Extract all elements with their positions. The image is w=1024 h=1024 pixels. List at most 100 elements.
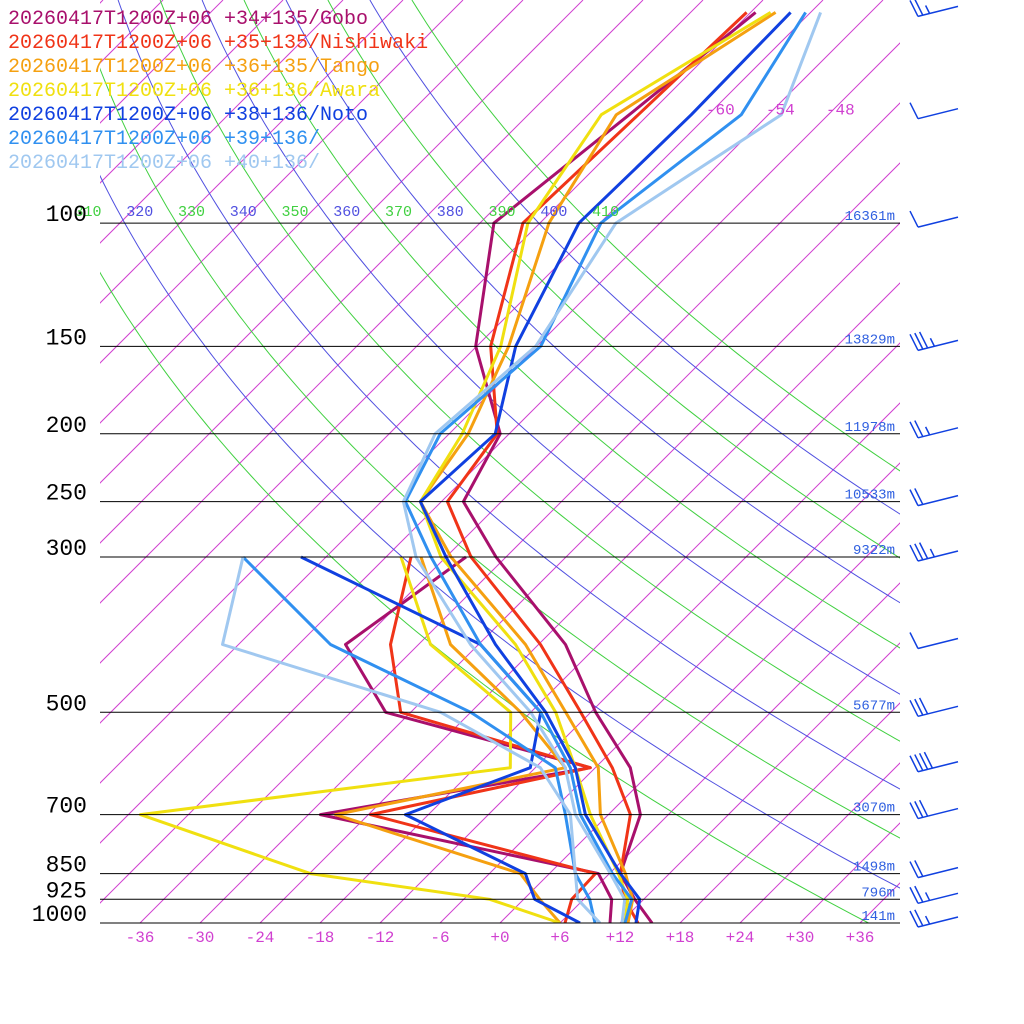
wind-barb xyxy=(909,542,959,562)
isotherm xyxy=(379,402,900,923)
isentrope xyxy=(243,0,900,649)
barb-full xyxy=(909,102,919,120)
temperature-line xyxy=(401,11,823,923)
y-tick-label: 300 xyxy=(46,536,87,562)
x-tick-label: -24 xyxy=(246,929,275,947)
barb-full xyxy=(909,699,919,717)
isentrope xyxy=(327,0,900,559)
isentrope-label: 340 xyxy=(230,204,257,221)
isotherm-label: -54 xyxy=(766,102,795,120)
barb-half xyxy=(924,915,931,925)
isentrope-label: 390 xyxy=(489,204,516,221)
dewpoint-line xyxy=(221,556,602,923)
barb-staff xyxy=(917,761,959,773)
isentrope-label: 320 xyxy=(126,204,153,221)
x-tick-label: -30 xyxy=(186,929,215,947)
wind-barb xyxy=(909,799,959,820)
height-label: 5677m xyxy=(853,698,895,714)
barb-staff xyxy=(917,427,959,439)
barb-staff xyxy=(917,107,959,120)
barb-staff xyxy=(917,892,959,905)
barb-staff xyxy=(917,807,959,820)
legend-entry: 20260417T1200Z+06 +38+136/Noto xyxy=(8,104,368,127)
barb-full xyxy=(918,752,929,770)
legend-entry: 20260417T1200Z+06 +36+135/Tango xyxy=(8,56,380,79)
y-tick-label: 925 xyxy=(46,878,87,904)
x-tick-label: +6 xyxy=(550,929,569,947)
barb-full xyxy=(914,909,924,927)
barb-half xyxy=(924,892,931,901)
x-tick-label: +24 xyxy=(726,929,755,947)
barb-full xyxy=(914,801,924,818)
y-tick-label: 500 xyxy=(46,691,87,717)
x-tick-label: +36 xyxy=(846,929,875,947)
isotherm xyxy=(619,642,900,923)
barb-full xyxy=(914,332,924,350)
height-label: 16361m xyxy=(845,209,895,225)
height-label: 3070m xyxy=(853,801,895,817)
isentrope xyxy=(285,0,900,604)
dewpoint-line xyxy=(368,556,597,923)
barb-full xyxy=(918,331,929,349)
isotherm xyxy=(100,0,284,184)
wind-barb xyxy=(909,102,959,120)
isotherm xyxy=(100,0,344,244)
y-tick-label: 850 xyxy=(46,853,87,879)
barb-staff xyxy=(917,916,959,928)
isotherm xyxy=(559,582,900,923)
barb-half xyxy=(929,337,936,347)
barb-full xyxy=(914,543,924,561)
legend-entry: 20260417T1200Z+06 +40+136/ xyxy=(8,152,320,175)
barb-full xyxy=(909,334,919,351)
isotherm-label: -48 xyxy=(826,102,855,120)
isotherm xyxy=(100,0,404,304)
barb-full xyxy=(909,489,919,506)
barb-staff xyxy=(917,494,959,507)
isotherm xyxy=(100,0,824,724)
barb-full xyxy=(914,488,924,505)
isotherm xyxy=(100,0,464,364)
isentrope-label: 370 xyxy=(385,204,412,221)
x-tick-label: -6 xyxy=(430,929,449,947)
barb-full xyxy=(923,751,934,769)
barb-full xyxy=(918,542,929,559)
barb-full xyxy=(909,0,919,17)
x-tick-label: +0 xyxy=(490,929,509,947)
barb-full xyxy=(914,860,924,877)
barb-full xyxy=(909,802,919,819)
barb-full xyxy=(909,210,919,228)
wind-barb xyxy=(909,210,959,228)
isentrope xyxy=(100,67,900,839)
height-label: 13829m xyxy=(845,332,895,348)
barb-staff xyxy=(917,866,959,879)
barb-full xyxy=(909,544,919,562)
barb-half xyxy=(924,5,931,14)
barb-staff xyxy=(917,216,959,228)
isotherm xyxy=(100,42,900,844)
wind-barb xyxy=(909,885,959,905)
y-tick-label: 150 xyxy=(46,325,87,351)
y-tick-label: 1000 xyxy=(32,902,87,928)
dewpoint-line xyxy=(138,556,561,923)
grid xyxy=(100,0,900,923)
barb-staff xyxy=(917,705,959,718)
wind-barb xyxy=(909,909,959,928)
barb-full xyxy=(914,754,924,771)
wind-barb xyxy=(909,697,959,718)
barb-full xyxy=(918,799,929,817)
barb-full xyxy=(914,885,924,903)
x-tick-label: +30 xyxy=(786,929,815,947)
barb-staff xyxy=(917,550,959,562)
isentrope-label: 350 xyxy=(282,204,309,221)
isotherm xyxy=(100,0,524,424)
soundings xyxy=(138,11,823,923)
temperature-line xyxy=(418,11,777,923)
isotherm xyxy=(100,102,900,904)
isotherm xyxy=(100,0,704,604)
barb-half xyxy=(929,548,936,558)
isotherm xyxy=(439,462,900,923)
x-tick-label: +18 xyxy=(666,929,695,947)
isentrope xyxy=(100,271,869,923)
barb-full xyxy=(914,420,924,437)
